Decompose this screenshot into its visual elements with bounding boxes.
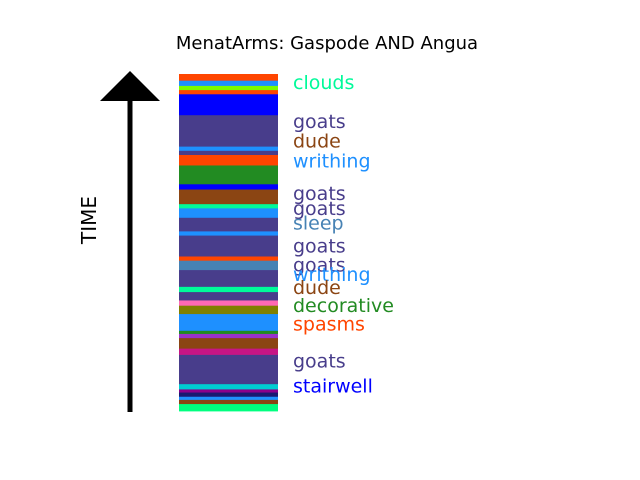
band-label: dude (293, 131, 341, 153)
band-label: stairwell (293, 375, 373, 397)
band-label: goats (293, 254, 346, 276)
time-arrow (100, 71, 160, 412)
band-segment (179, 203, 278, 209)
band-segment (179, 85, 278, 91)
band-label: goats (293, 183, 346, 205)
band-segment (179, 396, 278, 400)
band-segment (179, 207, 278, 218)
band-segment (179, 399, 278, 405)
band-segment (179, 93, 278, 116)
band-label: decorative (293, 295, 394, 317)
band-segment (179, 269, 278, 287)
band-segment (179, 286, 278, 293)
band-segment (179, 348, 278, 355)
band-segment (179, 389, 278, 393)
band-segment (179, 333, 278, 339)
band-segment (179, 150, 278, 155)
band-segment (179, 260, 278, 271)
band-segment (179, 305, 278, 315)
band-label: goats (293, 236, 346, 258)
band-segment (179, 74, 278, 81)
band-segment (179, 230, 278, 236)
band-segment (179, 183, 278, 190)
band-segment (179, 354, 278, 385)
band-label: sleep (293, 213, 344, 235)
band-segment (179, 383, 278, 390)
band-segment (179, 291, 278, 301)
band-segment (179, 330, 278, 334)
band-label: dude (293, 277, 341, 299)
band-label: goats (293, 198, 346, 220)
band-segment (179, 256, 278, 261)
y-axis-label: TIME (77, 196, 101, 245)
band-segment (179, 146, 278, 151)
band-segment (179, 80, 278, 86)
band-segment (179, 300, 278, 306)
band-segment (179, 337, 278, 349)
band-label: goats (293, 111, 346, 133)
band-segment (179, 114, 278, 147)
band-segment (179, 235, 278, 257)
band-label: writhing (293, 264, 371, 286)
time-arrow-head (100, 71, 160, 101)
band-segment (179, 403, 278, 412)
band-segment (179, 165, 278, 185)
band-segment (179, 154, 278, 166)
band-label: spasms (293, 314, 365, 336)
band-label: clouds (293, 72, 354, 94)
chart-title: MenatArms: Gaspode AND Angua (176, 33, 478, 54)
band-segment (179, 189, 278, 205)
band-stack (179, 74, 278, 412)
band-segment (179, 392, 278, 397)
band-label: goats (293, 350, 346, 372)
band-segment (179, 89, 278, 95)
band-label: writhing (293, 151, 371, 173)
band-segment (179, 217, 278, 232)
band-segment (179, 313, 278, 331)
band-labels: cloudsgoatsdudewrithinggoatsgoatssleepgo… (293, 72, 394, 397)
